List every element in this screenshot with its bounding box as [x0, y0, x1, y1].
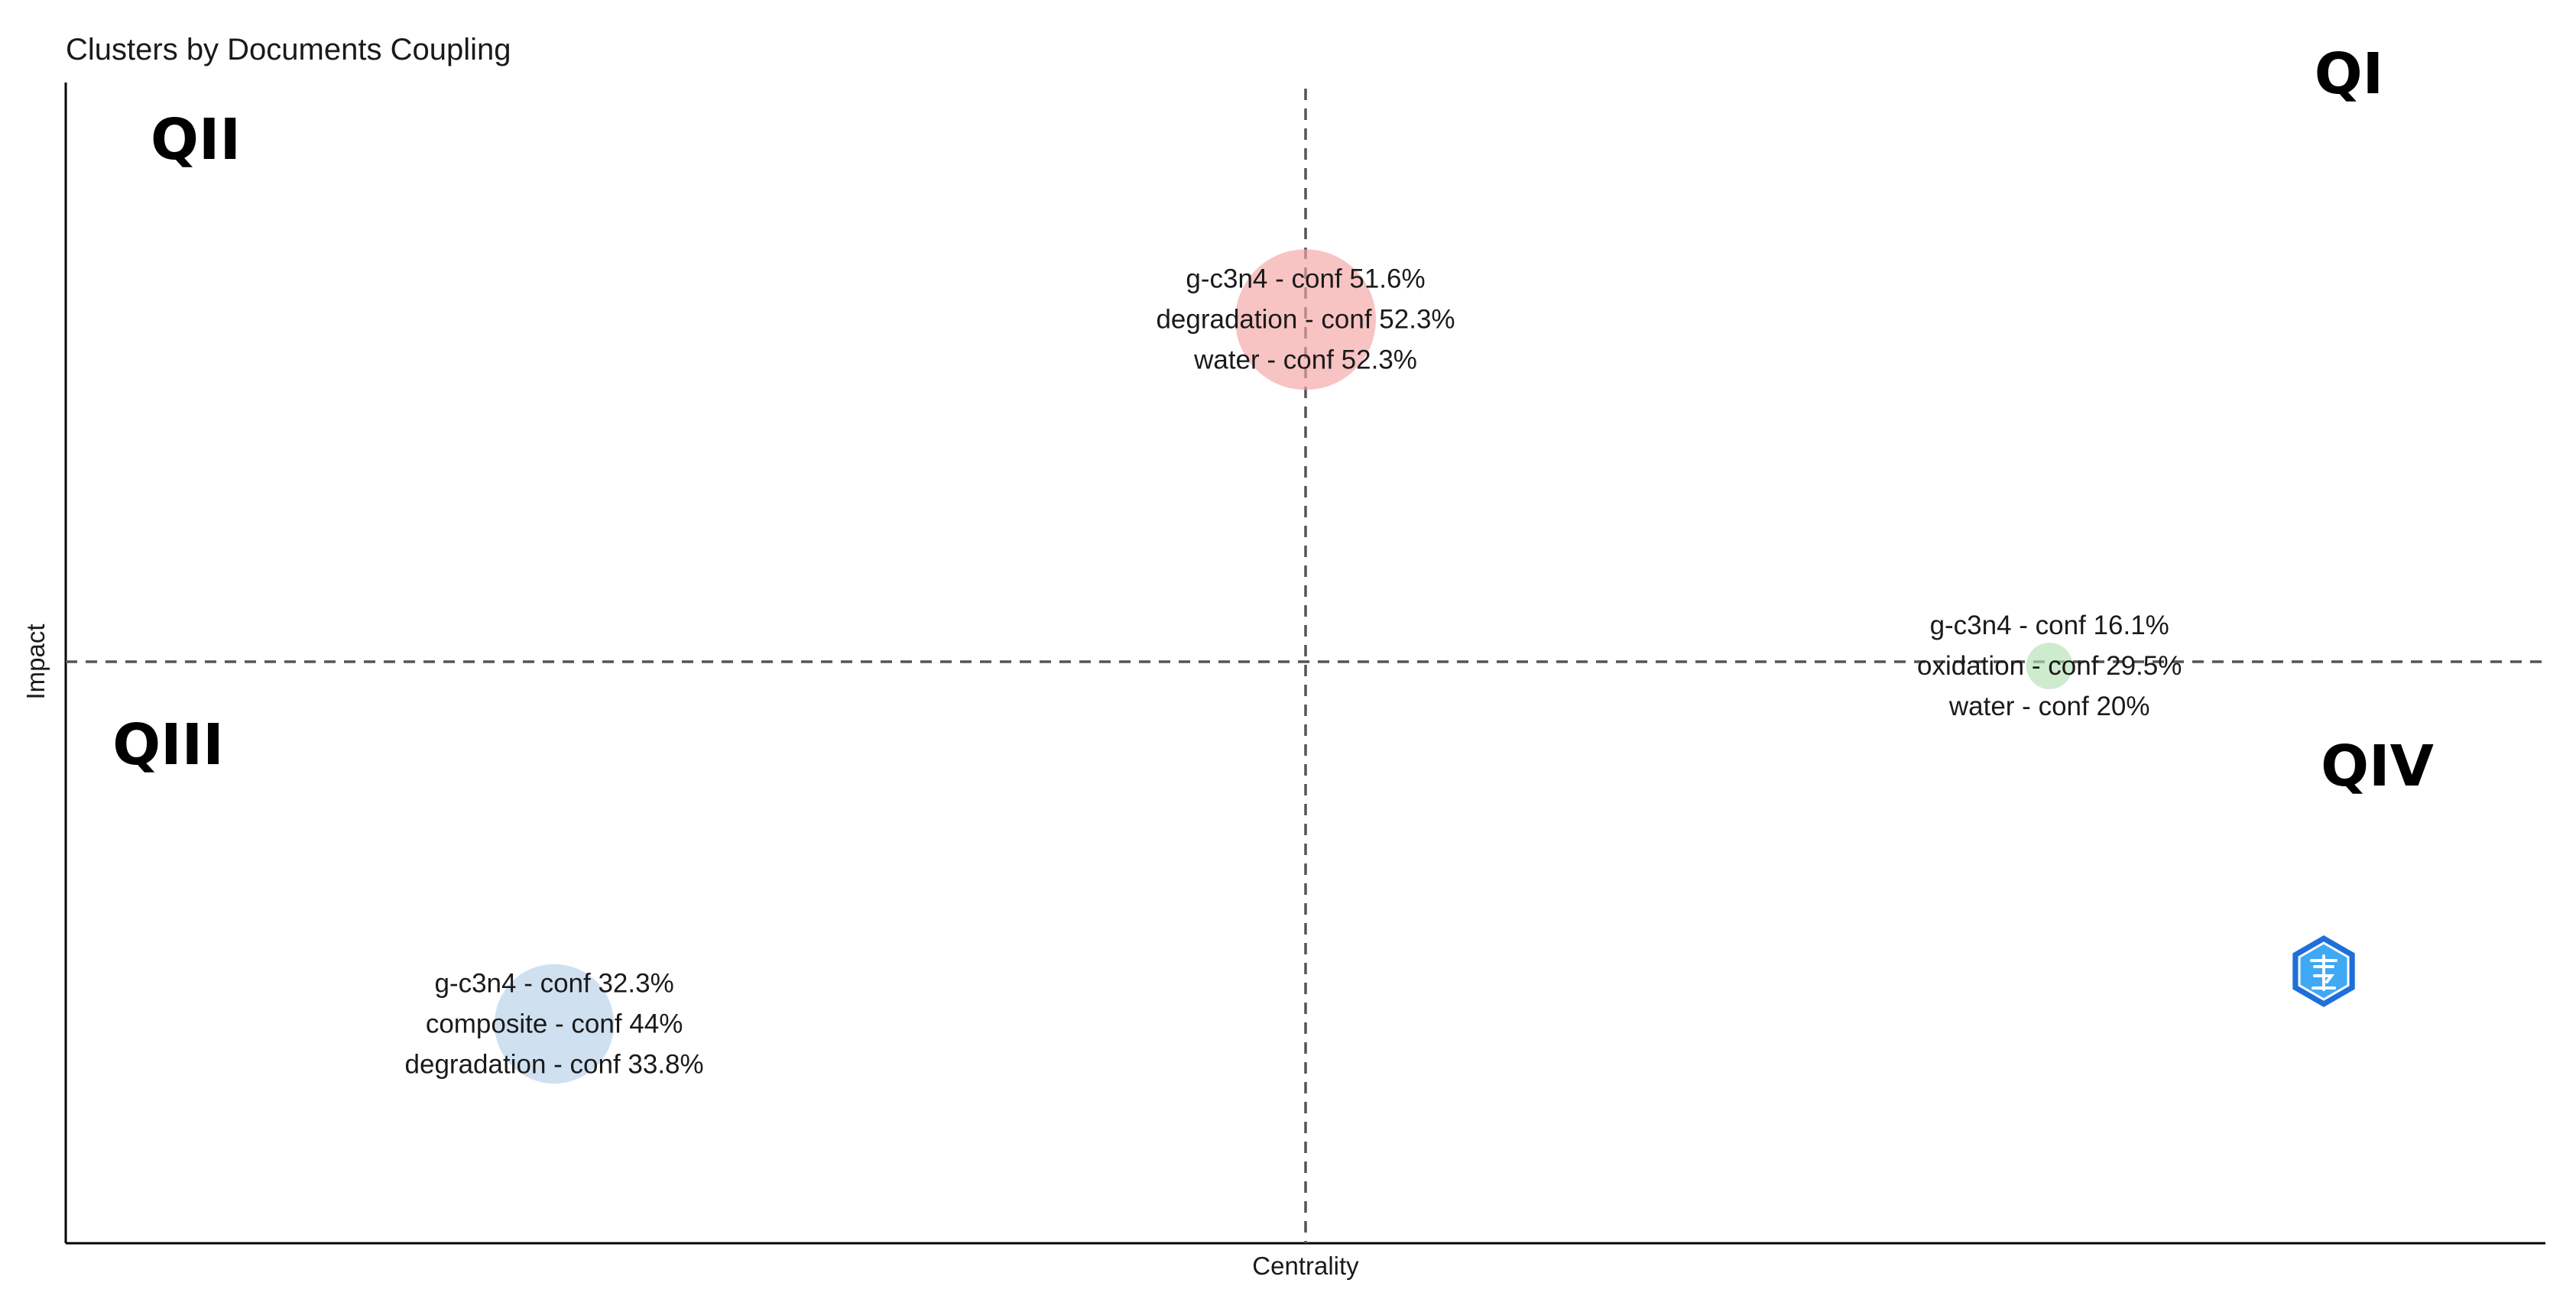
cluster-label: oxidation - conf 29.5%	[1917, 651, 2182, 681]
quadrant-labels: QI QII QIII QIV	[112, 41, 2434, 799]
cluster-label: g-c3n4 - conf 32.3%	[434, 968, 673, 998]
cluster-label: composite - conf 44%	[426, 1009, 683, 1038]
cluster-label: degradation - conf 52.3%	[1156, 305, 1455, 335]
y-axis-label: Impact	[21, 624, 50, 699]
quadrant-label-qiii: QIII	[112, 712, 224, 778]
cluster-bubble	[2026, 643, 2073, 689]
chart-title: Clusters by Documents Coupling	[66, 33, 511, 66]
cluster-label: water - conf 52.3%	[1193, 345, 1417, 375]
cluster-label: water - conf 20%	[1948, 692, 2150, 721]
bibliometrix-logo-icon	[2292, 935, 2355, 1007]
reference-lines	[66, 89, 2545, 1243]
cluster-label: g-c3n4 - conf 16.1%	[1930, 611, 2169, 640]
cluster-bubble	[1235, 249, 1376, 390]
quadrant-label-qi: QI	[2315, 41, 2383, 107]
x-axis-label: Centrality	[1252, 1252, 1359, 1280]
cluster-label: g-c3n4 - conf 51.6%	[1186, 264, 1425, 294]
cluster-bubble	[494, 964, 615, 1084]
logo-mark	[2310, 954, 2338, 991]
clusters: g-c3n4 - conf 51.6% degradation - conf 52…	[405, 249, 2182, 1084]
quadrant-label-qii: QII	[151, 107, 241, 173]
cluster-label: degradation - conf 33.8%	[405, 1049, 704, 1079]
quadrant-label-qiv: QIV	[2321, 734, 2434, 799]
